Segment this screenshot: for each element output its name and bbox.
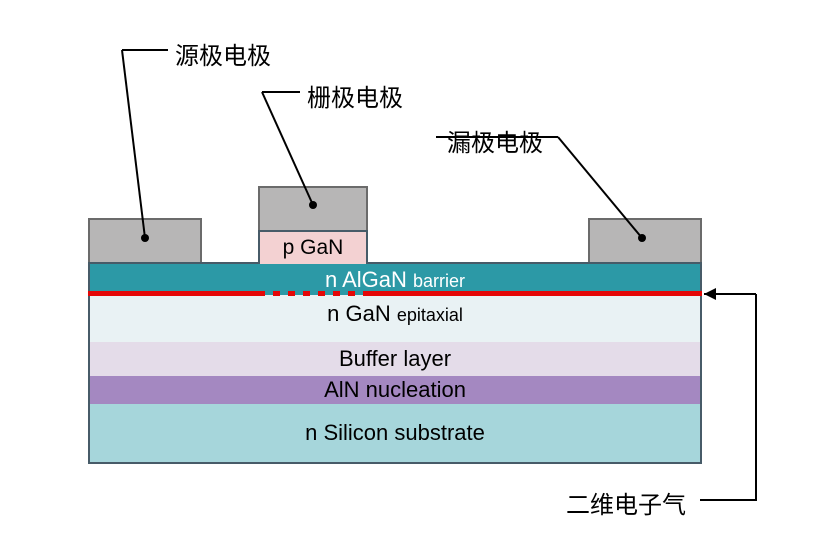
source-electrode xyxy=(88,218,202,262)
layer-buffer: Buffer layer xyxy=(88,342,702,376)
layer-aln: AlN nucleation xyxy=(88,376,702,404)
twoDEG-line-left xyxy=(88,291,258,296)
twoDEG-label: 二维电子气 xyxy=(566,485,686,520)
gate-electrode xyxy=(258,186,368,230)
gate-label: 栅极电极 xyxy=(307,78,403,113)
drain-electrode xyxy=(588,218,702,262)
diagram-canvas: n Silicon substrate AlN nucleation Buffe… xyxy=(0,0,830,544)
drain-label: 漏极电极 xyxy=(447,123,543,158)
layer-silicon-label: n Silicon substrate xyxy=(305,420,485,446)
layer-buffer-label: Buffer layer xyxy=(339,346,451,372)
source-label: 源极电极 xyxy=(175,36,271,71)
twoDEG-line-dashed xyxy=(258,291,368,296)
pgan-label: p GaN xyxy=(283,236,344,260)
layer-gan-epi: n GaN epitaxial xyxy=(88,295,702,342)
layer-aln-label: AlN nucleation xyxy=(324,377,466,403)
twoDEG-line-right xyxy=(368,291,702,296)
layer-gan-epi-label: n GaN epitaxial xyxy=(327,301,463,327)
pgan-block: p GaN xyxy=(258,230,368,264)
layer-silicon: n Silicon substrate xyxy=(88,404,702,464)
layer-algan-label: n AlGaN barrier xyxy=(325,267,465,293)
